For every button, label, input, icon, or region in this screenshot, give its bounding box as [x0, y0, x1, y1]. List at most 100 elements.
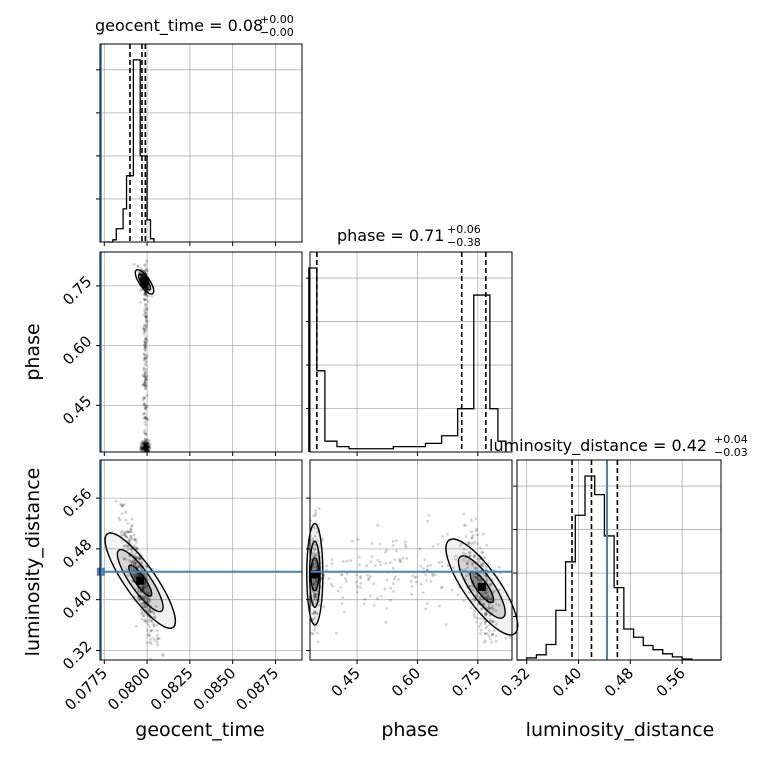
phase-vs-luminosity-distance-sample-563: [425, 579, 428, 582]
phase-vs-luminosity-distance-sample-440: [419, 565, 423, 568]
geocent-time-vs-phase-sample-284: [146, 444, 150, 448]
marker-layer: [96, 44, 609, 660]
phase-vs-luminosity-distance-sample-70: [471, 534, 475, 537]
geocent-time-vs-phase-sample-246: [139, 442, 143, 445]
phase-vs-luminosity-distance-sample-116: [484, 612, 487, 616]
geocent-time-vs-phase-sample-473: [143, 372, 147, 376]
phase-vs-luminosity-distance-sample-220: [468, 584, 471, 588]
phase-vs-luminosity-distance-sample-242: [497, 603, 501, 607]
geocent-time-vs-luminosity-distance-sample-419: [114, 499, 118, 503]
geocent-time-vs-luminosity-distance-sample-31: [145, 576, 148, 579]
phase-vs-luminosity-distance-sample-96: [466, 541, 470, 544]
geocent-time-vs-luminosity-distance-sample-146: [142, 614, 146, 618]
phase-vs-luminosity-distance-sample-537: [429, 563, 432, 567]
phase-vs-luminosity-distance-sample-27: [475, 576, 479, 580]
geocent-time-vs-phase-sample-502: [144, 336, 148, 339]
geocent-time-vs-luminosity-distance-frame: [99, 459, 303, 661]
geocent-time-vs-luminosity-distance-sample-285: [146, 641, 149, 644]
phase-vs-luminosity-distance-sample-254: [464, 568, 467, 572]
geocent-time-vs-phase-sample-455: [143, 376, 147, 379]
phase-vs-luminosity-distance-sample-78: [490, 620, 494, 624]
phase-vs-luminosity-distance-sample-218: [472, 554, 476, 558]
phase-vs-luminosity-distance-sample-389: [314, 552, 317, 556]
phase-vs-luminosity-distance-sample-143: [487, 635, 491, 638]
geocent-time-vs-luminosity-distance-sample-369: [144, 618, 147, 622]
hist-geocent-time-step: [105, 59, 155, 243]
phase-vs-luminosity-distance-sample-274: [311, 554, 315, 558]
geocent-time-vs-luminosity-distance-sample-265: [142, 585, 146, 589]
geocent-time-vs-luminosity-distance-sample-55: [150, 629, 153, 633]
phase-vs-luminosity-distance-sample-460: [426, 564, 429, 568]
phase-vs-luminosity-distance-sample-259: [490, 606, 494, 610]
geocent-time-vs-phase-sample-223: [144, 270, 148, 274]
geocent-time-vs-phase-sample-456: [144, 345, 148, 349]
phase-vs-luminosity-distance-sample-468: [489, 597, 492, 601]
geocent-time-vs-phase-sample-472: [143, 269, 147, 273]
geocent-time-vs-phase-sample-355: [145, 444, 149, 447]
phase-vs-luminosity-distance-sample-124: [491, 632, 495, 636]
geocent-time-vs-phase-sample-465: [144, 349, 147, 352]
geocent-time-vs-phase-sample-47: [143, 291, 147, 294]
geocent-time-vs-luminosity-distance-sample-306: [142, 605, 146, 609]
phase-vs-luminosity-distance-sample-498: [319, 542, 322, 545]
title-geocent-time-sup: +0.00: [260, 13, 294, 26]
geocent-time-vs-phase-sample-402: [143, 396, 147, 400]
geocent-time-vs-phase-sample-518: [145, 319, 148, 323]
geocent-time-vs-luminosity-distance-sample-270: [145, 590, 149, 594]
geocent-time-vs-luminosity-distance-sample-251: [122, 533, 126, 537]
geocent-time-vs-phase-sample-524: [143, 328, 147, 332]
geocent-time-vs-luminosity-distance-sample-195: [148, 607, 151, 611]
title-phase-sup: +0.06: [447, 223, 481, 236]
phase-vs-luminosity-distance-sample-195: [485, 577, 489, 581]
phase-vs-luminosity-distance-sample-446: [429, 580, 433, 583]
geocent-time-vs-luminosity-distance-sample-279: [143, 603, 147, 607]
ytick-label-phase-1: 0.60: [59, 332, 95, 368]
phase-vs-luminosity-distance-sample-311: [321, 538, 324, 542]
phase-vs-luminosity-distance-sample-459: [385, 578, 389, 582]
geocent-time-vs-phase-sample-325: [147, 445, 151, 449]
geocent-time-vs-luminosity-distance-sample-5: [147, 592, 151, 595]
phase-vs-luminosity-distance-sample-566: [340, 573, 344, 576]
phase-vs-luminosity-distance-sample-310: [316, 539, 319, 542]
geocent-time-vs-luminosity-distance-sample-15: [146, 622, 150, 626]
geocent-time-vs-luminosity-distance-sample-235: [141, 587, 145, 591]
phase-vs-luminosity-distance-sample-33: [489, 607, 492, 610]
y-axis-label-phase: phase: [22, 323, 44, 380]
phase-vs-luminosity-distance-sample-523: [355, 591, 359, 594]
geocent-time-vs-phase-sample-288: [141, 445, 145, 449]
phase-vs-luminosity-distance-frame: [309, 459, 513, 661]
geocent-time-vs-luminosity-distance-sample-429: [126, 545, 129, 549]
phase-vs-luminosity-distance-sample-120: [465, 574, 468, 578]
geocent-time-vs-phase-sample-505: [142, 402, 146, 406]
phase-vs-luminosity-distance-sample-561: [378, 542, 382, 546]
geocent-time-vs-phase-sample-252: [148, 446, 152, 450]
geocent-time-vs-luminosity-distance-sample-92: [147, 634, 151, 638]
geocent-time-vs-phase-sample-312: [141, 448, 145, 451]
geocent-time-vs-phase-sample-317: [143, 446, 146, 449]
phase-vs-luminosity-distance-sample-170: [485, 591, 489, 595]
geocent-time-vs-luminosity-distance-sample-28: [140, 612, 143, 616]
geocent-time-vs-phase-sample-278: [140, 447, 144, 450]
phase-vs-luminosity-distance-sample-304: [311, 566, 315, 570]
phase-vs-luminosity-distance-sample-140: [483, 620, 487, 623]
geocent-time-vs-phase-sample-487: [144, 405, 148, 409]
geocent-time-vs-luminosity-distance-sample-65: [152, 637, 156, 640]
geocent-time-vs-luminosity-distance-sample-113: [154, 605, 158, 608]
geocent-time-vs-phase-peak-230: [140, 277, 149, 286]
phase-vs-luminosity-distance-sample-359: [314, 514, 317, 517]
phase-vs-luminosity-distance-sample-382: [314, 611, 318, 615]
phase-vs-luminosity-distance-sample-378: [312, 593, 316, 596]
phase-vs-luminosity-distance-sample-160: [479, 628, 483, 632]
phase-vs-luminosity-distance-sample-543: [440, 564, 444, 568]
geocent-time-vs-phase-sample-426: [145, 259, 149, 263]
phase-vs-luminosity-distance-sample-456: [403, 540, 407, 544]
geocent-time-vs-phase-sample-289: [142, 446, 146, 449]
geocent-time-vs-luminosity-distance-sample-433: [147, 600, 151, 604]
phase-vs-luminosity-distance-sample-129: [472, 555, 476, 559]
geocent-time-vs-phase-sample-286: [138, 445, 142, 449]
phase-vs-luminosity-distance-sample-36: [490, 641, 493, 644]
geocent-time-vs-phase-sample-346: [146, 449, 150, 452]
phase-vs-luminosity-distance-sample-504: [415, 580, 418, 584]
geocent-time-vs-phase-sample-283: [146, 445, 149, 449]
geocent-time-vs-phase-sample-342: [143, 447, 147, 451]
